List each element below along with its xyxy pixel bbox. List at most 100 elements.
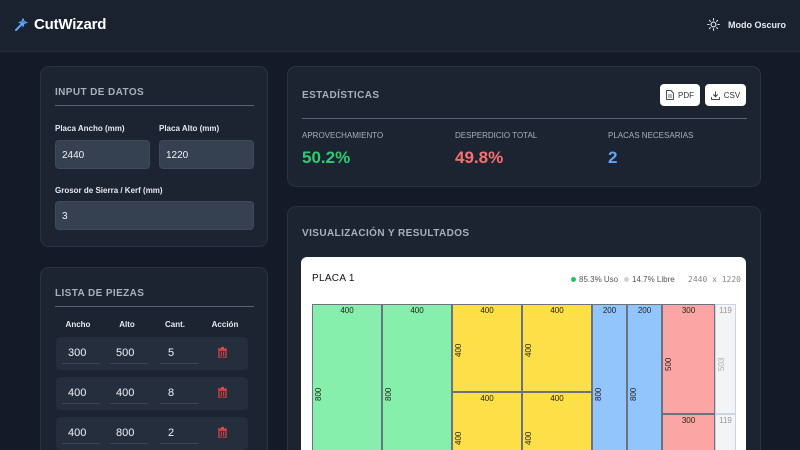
- piece-height-label: 800: [629, 387, 638, 401]
- piece-width-label: 200: [602, 306, 617, 315]
- piece-width-label: 400: [550, 306, 564, 315]
- usage-label: 85.3% Uso: [579, 275, 619, 284]
- kerf-input[interactable]: 3: [55, 201, 254, 230]
- board-dimensions: 2440 x 1220: [688, 275, 741, 284]
- usage-legend: 85.3% Uso: [571, 275, 618, 284]
- input-card: INPUT DE DATOS Placa Ancho (mm) Placa Al…: [40, 66, 268, 247]
- input-card-divider: [55, 105, 254, 106]
- cut-piece[interactable]: 200 800: [627, 304, 662, 450]
- row-ancho-input[interactable]: 300: [68, 347, 87, 359]
- cut-piece[interactable]: 400 400: [522, 392, 592, 450]
- board-canvas: 400 800 400 800 400 400 400 400 400 400 …: [312, 304, 736, 450]
- csv-label: CSV: [723, 90, 741, 100]
- top-bar: CutWizard Modo Oscuro: [0, 0, 800, 52]
- cut-piece[interactable]: 300 500: [662, 304, 715, 414]
- aprovechamiento-label: APROVECHAMIENTO: [302, 131, 384, 140]
- row-alto-input[interactable]: 500: [116, 347, 135, 359]
- board-width-label: Placa Ancho (mm): [55, 124, 125, 133]
- row-alto-underline: [110, 443, 148, 444]
- waste-height-label: 503: [717, 357, 726, 371]
- cut-piece[interactable]: 400 400: [452, 392, 522, 450]
- waste-width-label: 119: [719, 416, 732, 425]
- row-ancho-input[interactable]: 400: [68, 387, 87, 399]
- row-ancho-underline: [62, 363, 100, 364]
- delete-icon[interactable]: [218, 427, 227, 438]
- row-ancho-underline: [62, 403, 100, 404]
- board-height-label: Placa Alto (mm): [159, 124, 220, 133]
- row-cant-underline: [160, 363, 198, 364]
- piece-height-label: 400: [454, 431, 463, 445]
- piece-height-label: 800: [594, 387, 603, 401]
- piece-width-label: 400: [410, 306, 424, 315]
- row-ancho-input[interactable]: 400: [68, 427, 87, 439]
- piece-height-label: 500: [664, 357, 673, 371]
- kerf-label: Grosor de Sierra / Kerf (mm): [55, 186, 163, 195]
- board-height-input[interactable]: 1220: [159, 140, 254, 169]
- pieces-card-divider: [55, 306, 254, 307]
- row-cant-input[interactable]: 2: [168, 427, 175, 439]
- app-title: CutWizard: [34, 16, 107, 33]
- placas-value: 2: [608, 148, 618, 167]
- theme-label: Modo Oscuro: [728, 19, 786, 30]
- delete-icon[interactable]: [218, 347, 227, 358]
- cut-piece[interactable]: 200 800: [592, 304, 627, 450]
- cut-piece[interactable]: 400 400: [522, 304, 592, 392]
- cut-piece[interactable]: 400 800: [382, 304, 452, 450]
- desperdicio-value: 49.8%: [455, 148, 504, 167]
- input-card-title: INPUT DE DATOS: [55, 87, 145, 98]
- piece-row: 400 400 8: [56, 377, 248, 410]
- placas-label: PLACAS NECESARIAS: [608, 131, 694, 140]
- piece-width-label: 200: [637, 306, 652, 315]
- cut-piece[interactable]: 400 800: [312, 304, 382, 450]
- free-legend: 14.7% Libre: [624, 275, 675, 284]
- board-panel: PLACA 1 85.3% Uso 14.7% Libre 2440 x 122…: [301, 257, 746, 450]
- piece-row: 300 500 5: [56, 337, 248, 370]
- delete-icon[interactable]: [218, 387, 227, 398]
- header-ancho: Ancho: [65, 320, 91, 329]
- stats-card-divider: [302, 118, 747, 119]
- board-title: PLACA 1: [312, 273, 355, 284]
- theme-toggle-button[interactable]: Modo Oscuro: [707, 18, 786, 31]
- piece-height-label: 800: [384, 387, 393, 401]
- header-alto: Alto: [119, 320, 135, 329]
- waste-width-label: 119: [719, 306, 732, 315]
- export-csv-button[interactable]: CSV: [705, 84, 746, 106]
- usage-dot-icon: [571, 277, 576, 282]
- row-alto-input[interactable]: 800: [116, 427, 135, 439]
- piece-width-label: 400: [340, 306, 354, 315]
- free-dot-icon: [624, 277, 629, 282]
- piece-width-label: 300: [681, 416, 696, 425]
- cut-piece[interactable]: 400 400: [452, 304, 522, 392]
- piece-height-label: 400: [524, 431, 533, 445]
- export-pdf-button[interactable]: PDF: [660, 84, 700, 106]
- piece-height-label: 400: [524, 343, 533, 357]
- piece-width-label: 400: [480, 394, 494, 403]
- visualization-card-title: VISUALIZACIÓN Y RESULTADOS: [302, 228, 470, 239]
- row-alto-underline: [110, 363, 148, 364]
- header-accion: Acción: [211, 320, 239, 329]
- piece-width-label: 400: [550, 394, 564, 403]
- board-width-input[interactable]: 2440: [55, 140, 150, 169]
- cut-piece[interactable]: 300: [662, 414, 715, 450]
- aprovechamiento-value: 50.2%: [302, 148, 351, 167]
- row-cant-input[interactable]: 5: [168, 347, 175, 359]
- row-alto-underline: [110, 403, 148, 404]
- desperdicio-label: DESPERDICIO TOTAL: [455, 131, 538, 140]
- header-cant: Cant.: [165, 320, 185, 329]
- waste-piece: 119: [715, 414, 736, 450]
- sun-icon: [707, 18, 720, 31]
- row-ancho-underline: [62, 443, 100, 444]
- row-cant-underline: [160, 403, 198, 404]
- piece-width-label: 400: [480, 306, 494, 315]
- piece-width-label: 300: [681, 306, 696, 315]
- piece-height-label: 800: [314, 387, 323, 401]
- free-label: 14.7% Libre: [632, 275, 675, 284]
- row-cant-input[interactable]: 8: [168, 387, 175, 399]
- pieces-card-title: LISTA DE PIEZAS: [55, 288, 145, 299]
- piece-height-label: 400: [454, 343, 463, 357]
- brand[interactable]: CutWizard: [14, 16, 106, 33]
- row-cant-underline: [160, 443, 198, 444]
- piece-row: 400 800 2: [56, 417, 248, 450]
- waste-piece: 119 503: [715, 304, 736, 414]
- row-alto-input[interactable]: 400: [116, 387, 135, 399]
